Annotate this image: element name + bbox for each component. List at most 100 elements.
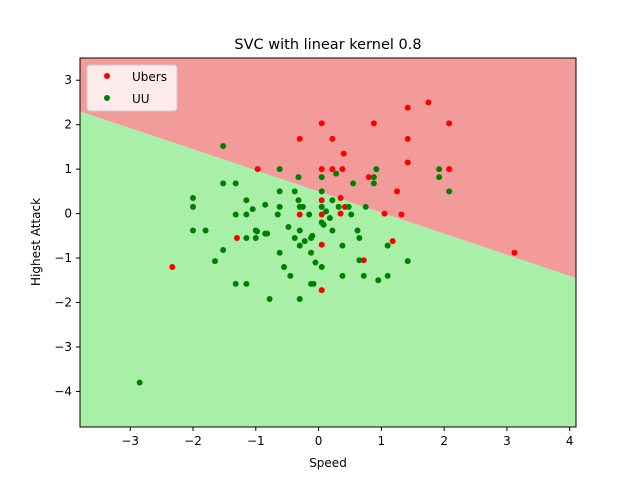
point-uu (446, 188, 453, 195)
point-uu (384, 242, 391, 249)
point-ubers (340, 150, 347, 157)
point-uu (318, 188, 325, 195)
y-tick-label: −4 (54, 384, 72, 398)
point-ubers (318, 197, 325, 204)
y-tick-label: 1 (64, 162, 72, 176)
point-uu (274, 211, 281, 218)
point-uu (345, 203, 352, 210)
y-tick-label: 2 (64, 118, 72, 132)
point-uu (354, 227, 361, 234)
point-uu (249, 206, 256, 213)
legend-label-ubers: Ubers (132, 70, 167, 84)
x-tick-label: −1 (247, 434, 265, 448)
point-uu (243, 211, 250, 218)
point-uu (211, 258, 218, 265)
point-uu (243, 235, 250, 242)
x-axis-label: Speed (309, 456, 347, 470)
point-uu (370, 174, 377, 181)
point-ubers (446, 120, 453, 127)
point-uu (296, 227, 303, 234)
y-tick-label: −2 (54, 296, 72, 310)
point-uu (285, 223, 292, 230)
point-uu (243, 197, 250, 204)
point-uu (287, 272, 294, 279)
point-uu (220, 180, 227, 187)
point-uu (299, 203, 306, 210)
x-tick-label: 2 (440, 434, 448, 448)
point-uu (262, 201, 269, 208)
point-uu (190, 195, 197, 202)
point-ubers (404, 104, 411, 111)
point-uu (320, 221, 327, 228)
point-uu (329, 227, 336, 234)
point-ubers (329, 166, 336, 173)
point-uu (296, 295, 303, 302)
y-axis-ticks: −4 −3 −2 −1 0 1 2 3 (54, 73, 80, 398)
point-uu (301, 238, 308, 245)
y-tick-label: −3 (54, 340, 72, 354)
point-ubers (337, 195, 344, 202)
point-uu (202, 227, 209, 234)
legend: Ubers UU (86, 64, 178, 112)
point-uu (295, 174, 302, 181)
point-uu (291, 235, 298, 242)
point-uu (375, 277, 382, 284)
point-uu (276, 188, 283, 195)
point-uu (308, 249, 315, 256)
point-ubers (381, 210, 388, 217)
point-uu (295, 197, 302, 204)
point-uu (309, 232, 316, 239)
point-ubers (425, 99, 432, 106)
point-uu (329, 197, 336, 204)
point-ubers (404, 159, 411, 166)
point-uu (356, 235, 363, 242)
plot-frame (79, 57, 577, 428)
y-axis-label: Highest Attack (29, 198, 43, 286)
x-tick-label: −2 (184, 434, 202, 448)
point-uu (281, 263, 288, 270)
point-ubers (296, 135, 303, 142)
point-uu (318, 203, 325, 210)
chart-title: SVC with linear kernel 0.8 (234, 37, 421, 53)
point-ubers (329, 135, 336, 142)
point-uu (296, 242, 303, 249)
x-tick-label: 0 (315, 434, 323, 448)
point-ubers (337, 210, 344, 217)
point-ubers (318, 120, 325, 127)
point-uu (220, 247, 227, 254)
point-uu (252, 235, 259, 242)
region-ubers (80, 58, 576, 279)
point-uu (384, 272, 391, 279)
point-uu (333, 170, 340, 177)
point-ubers (318, 166, 325, 173)
point-uu (190, 203, 197, 210)
legend-label-uu: UU (132, 92, 150, 106)
point-ubers (389, 238, 396, 245)
point-uu (291, 188, 298, 195)
point-uu (373, 166, 380, 173)
y-tick-label: 3 (64, 73, 72, 87)
x-tick-label: 1 (378, 434, 386, 448)
point-uu (310, 280, 317, 287)
y-tick-label: −1 (54, 251, 72, 265)
point-uu (318, 263, 325, 270)
point-uu (220, 143, 227, 150)
point-ubers (511, 249, 518, 256)
point-uu (436, 166, 443, 173)
point-uu (190, 227, 197, 234)
point-ubers (339, 166, 346, 173)
point-uu (360, 272, 367, 279)
point-uu (136, 379, 143, 386)
point-uu (404, 258, 411, 265)
legend-marker-uu (104, 95, 110, 101)
point-ubers (365, 174, 372, 181)
legend-marker-ubers (104, 73, 110, 79)
point-uu (276, 166, 283, 173)
point-uu (264, 230, 271, 237)
point-ubers (360, 257, 367, 264)
point-ubers (233, 235, 240, 242)
point-ubers (394, 188, 401, 195)
point-uu (348, 211, 355, 218)
point-uu (323, 208, 330, 215)
